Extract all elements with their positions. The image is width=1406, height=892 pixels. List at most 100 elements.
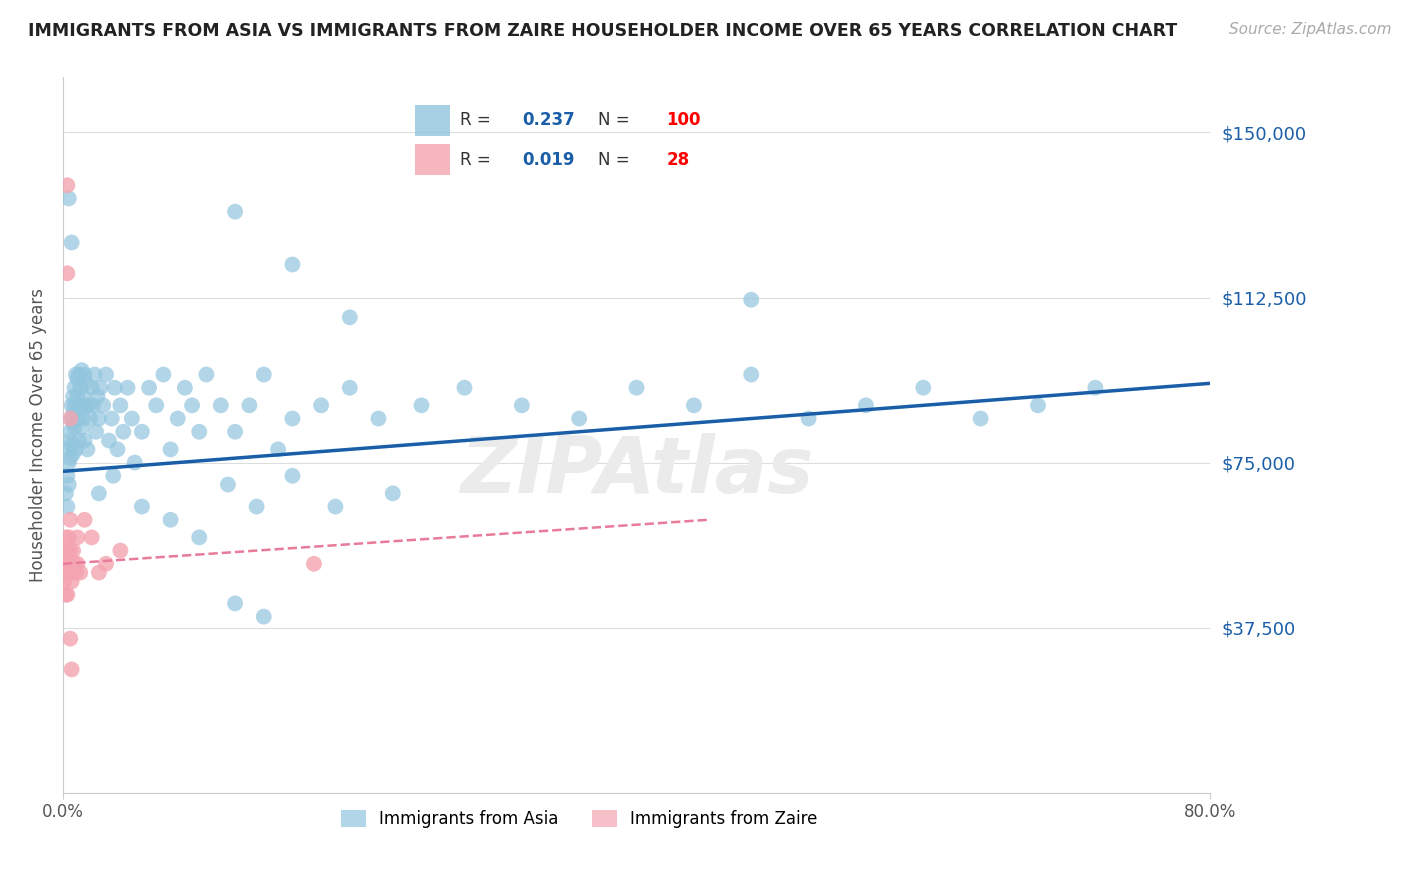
Point — [152, 368, 174, 382]
Point — [969, 411, 991, 425]
Legend: Immigrants from Asia, Immigrants from Zaire: Immigrants from Asia, Immigrants from Za… — [335, 803, 824, 834]
Point — [195, 368, 218, 382]
Point — [60, 438, 83, 452]
Point — [60, 235, 83, 250]
Point — [107, 442, 129, 457]
Point — [224, 204, 246, 219]
Point — [58, 477, 80, 491]
Point — [58, 557, 80, 571]
Point — [53, 543, 76, 558]
Point — [912, 381, 935, 395]
Point — [56, 566, 79, 580]
Point — [67, 398, 90, 412]
Point — [188, 530, 211, 544]
Point — [67, 434, 90, 448]
Point — [740, 368, 762, 382]
Point — [75, 398, 97, 412]
Point — [87, 566, 110, 580]
Point — [1026, 398, 1049, 412]
Point — [53, 574, 76, 589]
Point — [84, 425, 107, 439]
Point — [339, 310, 361, 325]
Point — [83, 368, 105, 382]
Point — [253, 368, 276, 382]
Point — [124, 456, 146, 470]
Point — [253, 609, 276, 624]
Point — [60, 662, 83, 676]
Point — [62, 543, 84, 558]
Point — [63, 381, 86, 395]
Point — [381, 486, 404, 500]
Point — [224, 596, 246, 610]
Point — [159, 442, 181, 457]
Point — [87, 486, 110, 500]
Point — [60, 398, 83, 412]
Point — [66, 411, 89, 425]
Y-axis label: Householder Income Over 65 years: Householder Income Over 65 years — [30, 288, 46, 582]
Point — [159, 513, 181, 527]
Point — [70, 420, 93, 434]
Point — [55, 557, 77, 571]
Point — [188, 425, 211, 439]
Point — [69, 402, 91, 417]
Point — [101, 411, 124, 425]
Point — [174, 381, 197, 395]
Point — [72, 411, 94, 425]
Point — [411, 398, 433, 412]
Point — [72, 390, 94, 404]
Point — [453, 381, 475, 395]
Point — [55, 530, 77, 544]
Point — [281, 258, 304, 272]
Point — [302, 557, 325, 571]
Point — [110, 543, 132, 558]
Point — [58, 456, 80, 470]
Point — [58, 442, 80, 457]
Text: Source: ZipAtlas.com: Source: ZipAtlas.com — [1229, 22, 1392, 37]
Point — [56, 266, 79, 280]
Point — [238, 398, 260, 412]
Point — [59, 513, 82, 527]
Point — [79, 411, 101, 425]
Point — [59, 566, 82, 580]
Point — [59, 543, 82, 558]
Point — [281, 468, 304, 483]
Point — [56, 500, 79, 514]
Point — [1084, 381, 1107, 395]
Point — [77, 398, 100, 412]
Point — [69, 381, 91, 395]
Point — [65, 566, 87, 580]
Point — [797, 411, 820, 425]
Point — [59, 411, 82, 425]
Point — [56, 588, 79, 602]
Point — [82, 398, 104, 412]
Point — [86, 390, 108, 404]
Point — [209, 398, 232, 412]
Point — [65, 368, 87, 382]
Point — [855, 398, 877, 412]
Point — [66, 530, 89, 544]
Point — [89, 381, 111, 395]
Point — [59, 451, 82, 466]
Point — [66, 557, 89, 571]
Point — [80, 530, 103, 544]
Point — [62, 390, 84, 404]
Point — [75, 376, 97, 391]
Point — [70, 363, 93, 377]
Point — [740, 293, 762, 307]
Point — [62, 407, 84, 421]
Point — [112, 425, 135, 439]
Point — [59, 425, 82, 439]
Text: ZIPAtlas: ZIPAtlas — [460, 433, 813, 508]
Point — [56, 543, 79, 558]
Point — [367, 411, 389, 425]
Point — [67, 368, 90, 382]
Point — [60, 574, 83, 589]
Point — [58, 192, 80, 206]
Point — [73, 368, 96, 382]
Point — [63, 557, 86, 571]
Point — [94, 557, 117, 571]
Point — [55, 588, 77, 602]
Point — [131, 500, 153, 514]
Point — [110, 398, 132, 412]
Point — [73, 434, 96, 448]
